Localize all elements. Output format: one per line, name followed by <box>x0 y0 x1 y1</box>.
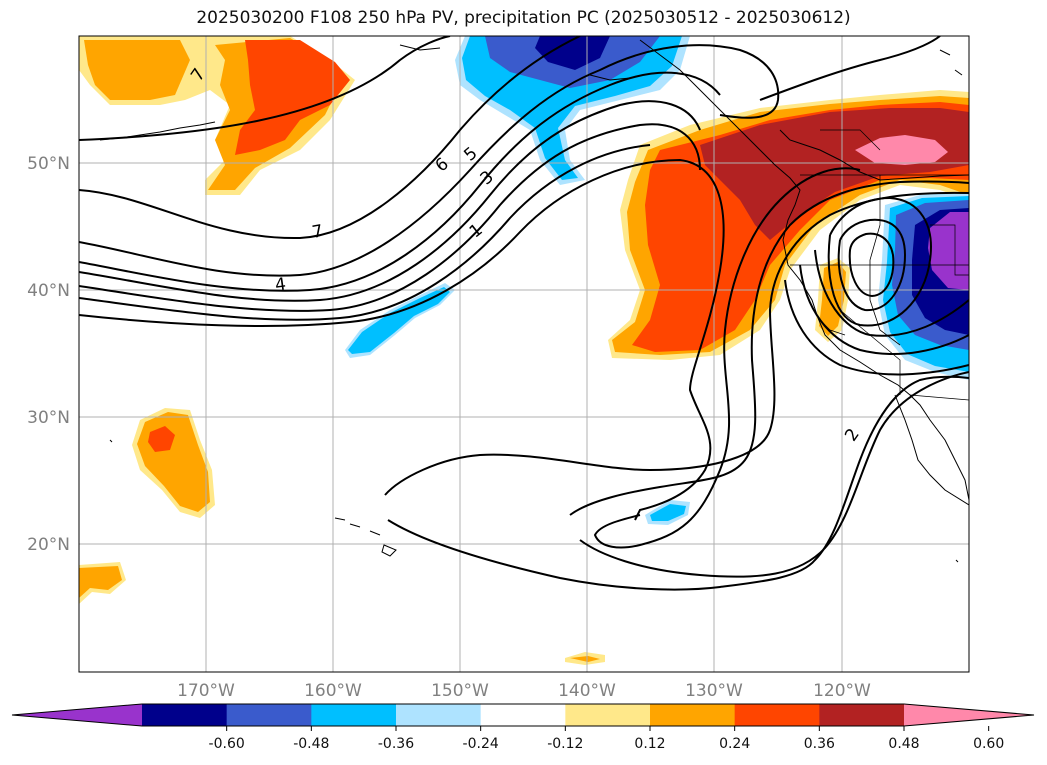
longitude-label: 170°W <box>177 681 235 701</box>
positive-precip-area <box>570 656 600 662</box>
colorbar-swatch <box>396 704 482 726</box>
colorbar-swatch <box>565 704 651 726</box>
negative-precip-area <box>650 504 686 521</box>
longitude-labels: 170°W 160°W 150°W 140°W 130°W 120°W <box>177 681 871 701</box>
latitude-label: 40°N <box>27 281 70 301</box>
colorbar-swatch <box>734 704 820 726</box>
longitude-label: 130°W <box>685 681 743 701</box>
colorbar: -0.60 -0.48 -0.36 -0.24 -0.12 0.12 0.24 0.36 0.4… <box>11 703 1035 752</box>
contour-label: 4 <box>274 274 288 295</box>
latitude-label: 50°N <box>27 154 70 174</box>
colorbar-swatch <box>650 704 736 726</box>
map-plot-area: 7 6 5 4 3 1 7 2 <box>79 36 969 672</box>
contour-label: 7 <box>311 221 325 243</box>
positive-precip-area <box>855 135 948 165</box>
latitude-label: 20°N <box>27 535 70 555</box>
longitude-label: 160°W <box>304 681 362 701</box>
map-title: 2025030200 F108 250 hPa PV, precipitatio… <box>196 8 851 28</box>
positive-precip-area <box>79 566 122 598</box>
latitude-labels: 50°N 40°N 30°N 20°N <box>27 154 70 555</box>
colorbar-swatch <box>311 704 397 726</box>
latitude-label: 30°N <box>27 408 70 428</box>
colorbar-outline <box>11 703 1035 727</box>
colorbar-label: -0.48 <box>293 736 329 752</box>
colorbar-label: 0.36 <box>804 736 835 752</box>
colorbar-label: 0.60 <box>973 736 1004 752</box>
colorbar-swatch <box>142 704 228 726</box>
colorbar-label: -0.24 <box>463 736 499 752</box>
colorbar-swatch <box>904 704 1034 726</box>
longitude-label: 120°W <box>813 681 871 701</box>
positive-precip-area <box>819 262 846 336</box>
colorbar-label: -0.12 <box>547 736 583 752</box>
colorbar-label: -0.60 <box>209 736 245 752</box>
colorbar-label: 0.12 <box>634 736 665 752</box>
negative-precip-area <box>535 36 610 70</box>
colorbar-swatch <box>226 704 312 726</box>
map-frame <box>78 35 970 673</box>
colorbar-label: -0.36 <box>378 736 414 752</box>
longitude-label: 150°W <box>431 681 489 701</box>
colorbar-swatch <box>819 704 905 726</box>
pv-contours <box>79 36 969 591</box>
negative-precip-area <box>928 212 969 290</box>
colorbar-swatch <box>12 704 142 726</box>
graticule <box>79 36 969 672</box>
longitude-label: 140°W <box>558 681 616 701</box>
colorbar-swatch <box>480 704 566 726</box>
colorbar-label: 0.48 <box>888 736 919 752</box>
positive-precip-area <box>148 426 175 452</box>
negative-precip-area <box>348 287 450 354</box>
colorbar-label: 0.24 <box>719 736 750 752</box>
positive-precip-area <box>235 40 350 155</box>
coastlines <box>99 39 969 563</box>
positive-precip-area <box>84 40 190 100</box>
